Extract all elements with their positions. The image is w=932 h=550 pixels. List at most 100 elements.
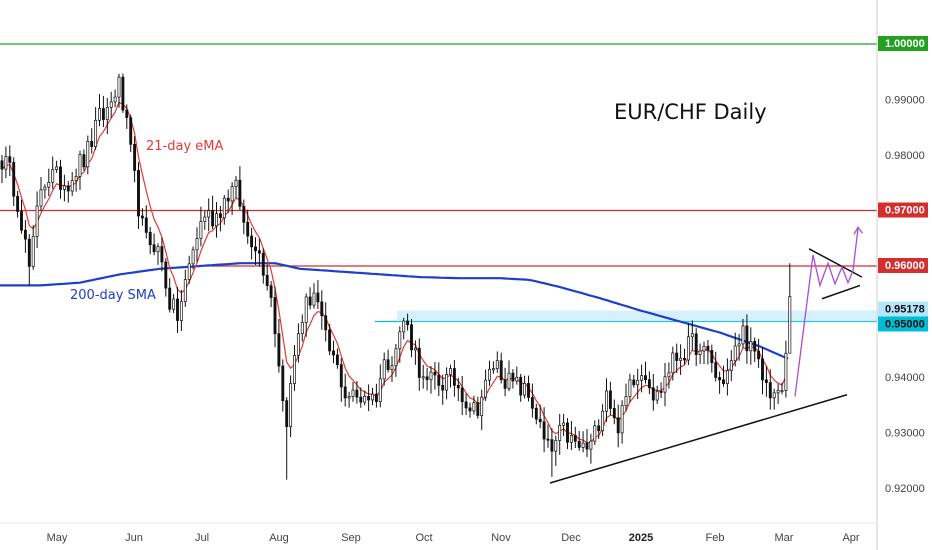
candle (538, 418, 542, 423)
candle (140, 215, 144, 219)
candle (187, 263, 191, 280)
x-tick-label: Jul (195, 532, 209, 544)
trendlines (549, 248, 863, 484)
candle (452, 368, 456, 386)
candle (429, 371, 433, 381)
candle (480, 396, 484, 416)
candle (55, 166, 59, 170)
candle (261, 252, 265, 276)
candle (725, 370, 729, 384)
candle (203, 216, 207, 222)
candle (351, 389, 355, 397)
candle (644, 375, 647, 381)
candle (296, 333, 300, 356)
sma-200-series (0, 262, 789, 360)
candle (757, 350, 761, 360)
candle (16, 195, 20, 212)
candlestick-series (0, 73, 792, 480)
candle (117, 76, 121, 98)
candle (230, 186, 234, 202)
candle (640, 375, 644, 381)
candle (550, 439, 554, 452)
candle (530, 397, 534, 409)
candle (460, 387, 464, 403)
candle (148, 232, 152, 246)
candle (363, 396, 367, 403)
candle (647, 379, 651, 389)
candle (277, 333, 281, 367)
candle (82, 154, 86, 168)
candle (445, 374, 449, 391)
candle (176, 298, 179, 321)
candle (304, 296, 308, 323)
candle (246, 221, 250, 237)
candle (733, 345, 737, 362)
candle (437, 374, 441, 386)
candle (534, 407, 538, 420)
candle (468, 407, 472, 412)
candle (312, 292, 316, 306)
resistance-zone-band (397, 310, 877, 322)
candle (655, 390, 659, 401)
candle (371, 393, 374, 401)
candle (585, 442, 589, 450)
candle (722, 379, 725, 384)
candle (519, 376, 523, 396)
candle (476, 402, 480, 416)
pennant-lower-line (821, 284, 861, 300)
horizontal-levels (0, 43, 877, 323)
candle (601, 410, 605, 432)
time-axis: May Jun Jul Aug Sep Oct Nov Dec 2025 Feb Mar Apr (47, 532, 860, 544)
y-tick-label: 0.92000 (885, 483, 925, 495)
candle (398, 331, 402, 350)
candle (421, 376, 425, 379)
candle (257, 250, 261, 254)
candle (417, 347, 421, 378)
ema-21-series (1, 101, 787, 444)
candle (702, 345, 706, 352)
candle (573, 435, 577, 442)
candle (183, 279, 187, 302)
candle (179, 301, 183, 321)
candle (152, 244, 156, 253)
candle (316, 292, 320, 303)
candle (632, 379, 636, 386)
candle (737, 343, 741, 347)
candle (382, 359, 386, 380)
price-badge-label: 0.96000 (885, 260, 925, 272)
candle (125, 109, 129, 118)
candle (433, 371, 437, 376)
candle (706, 345, 710, 351)
candle (308, 296, 312, 306)
candle (43, 186, 47, 191)
candle (581, 442, 585, 448)
candle (211, 210, 215, 227)
candle (761, 358, 764, 381)
candle (355, 389, 359, 398)
price-axis: 0.92000 0.93000 0.94000 0.98000 0.99000 (885, 95, 925, 496)
candle (523, 383, 527, 396)
candle (425, 376, 429, 381)
candle (729, 360, 733, 371)
x-tick-label: Apr (842, 532, 859, 544)
candle (281, 365, 285, 402)
candle (464, 401, 468, 409)
projection-path (794, 228, 859, 397)
candle (741, 325, 745, 345)
candle (671, 352, 675, 374)
candle (612, 408, 616, 419)
y-tick-label: 0.94000 (885, 372, 925, 384)
candle (503, 379, 507, 389)
candle (686, 336, 690, 361)
candle (620, 405, 624, 434)
candle (359, 396, 363, 403)
candle (347, 396, 351, 399)
candle (456, 385, 460, 389)
candle (160, 246, 164, 263)
sma-200-line (0, 262, 789, 360)
candle (191, 249, 195, 265)
candle (694, 333, 698, 356)
candle (20, 211, 23, 231)
price-badges: 1.00000 0.97000 0.96000 0.95178 0.95000 (878, 36, 928, 332)
candle (172, 298, 176, 310)
